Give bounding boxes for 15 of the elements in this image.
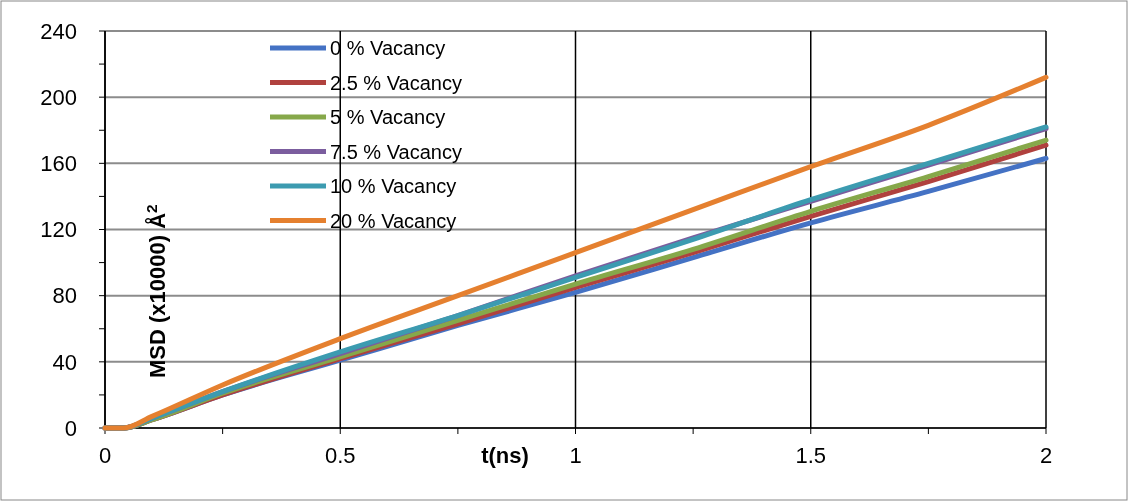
x-tick-label: 0 — [98, 443, 112, 468]
x-tick-label: 1 — [569, 443, 582, 468]
y-tick-label: 120 — [40, 217, 77, 243]
legend-label: 5 % Vacancy — [330, 106, 446, 128]
x-tick-label: 2 — [1039, 443, 1053, 468]
y-tick-label: 0 — [64, 415, 77, 441]
x-tick-label: 1.5 — [795, 443, 827, 468]
y-tick-label: 40 — [52, 349, 77, 375]
legend-label: 0 % Vacancy — [330, 37, 446, 59]
y-tick-label: 160 — [40, 151, 77, 177]
y-tick-label: 200 — [40, 84, 77, 110]
y-tick-label: 80 — [52, 283, 77, 309]
x-tick-label: 0.5 — [324, 443, 356, 468]
x-axis-title: t(ns) — [481, 443, 529, 468]
y-tick-label: 240 — [40, 18, 77, 44]
